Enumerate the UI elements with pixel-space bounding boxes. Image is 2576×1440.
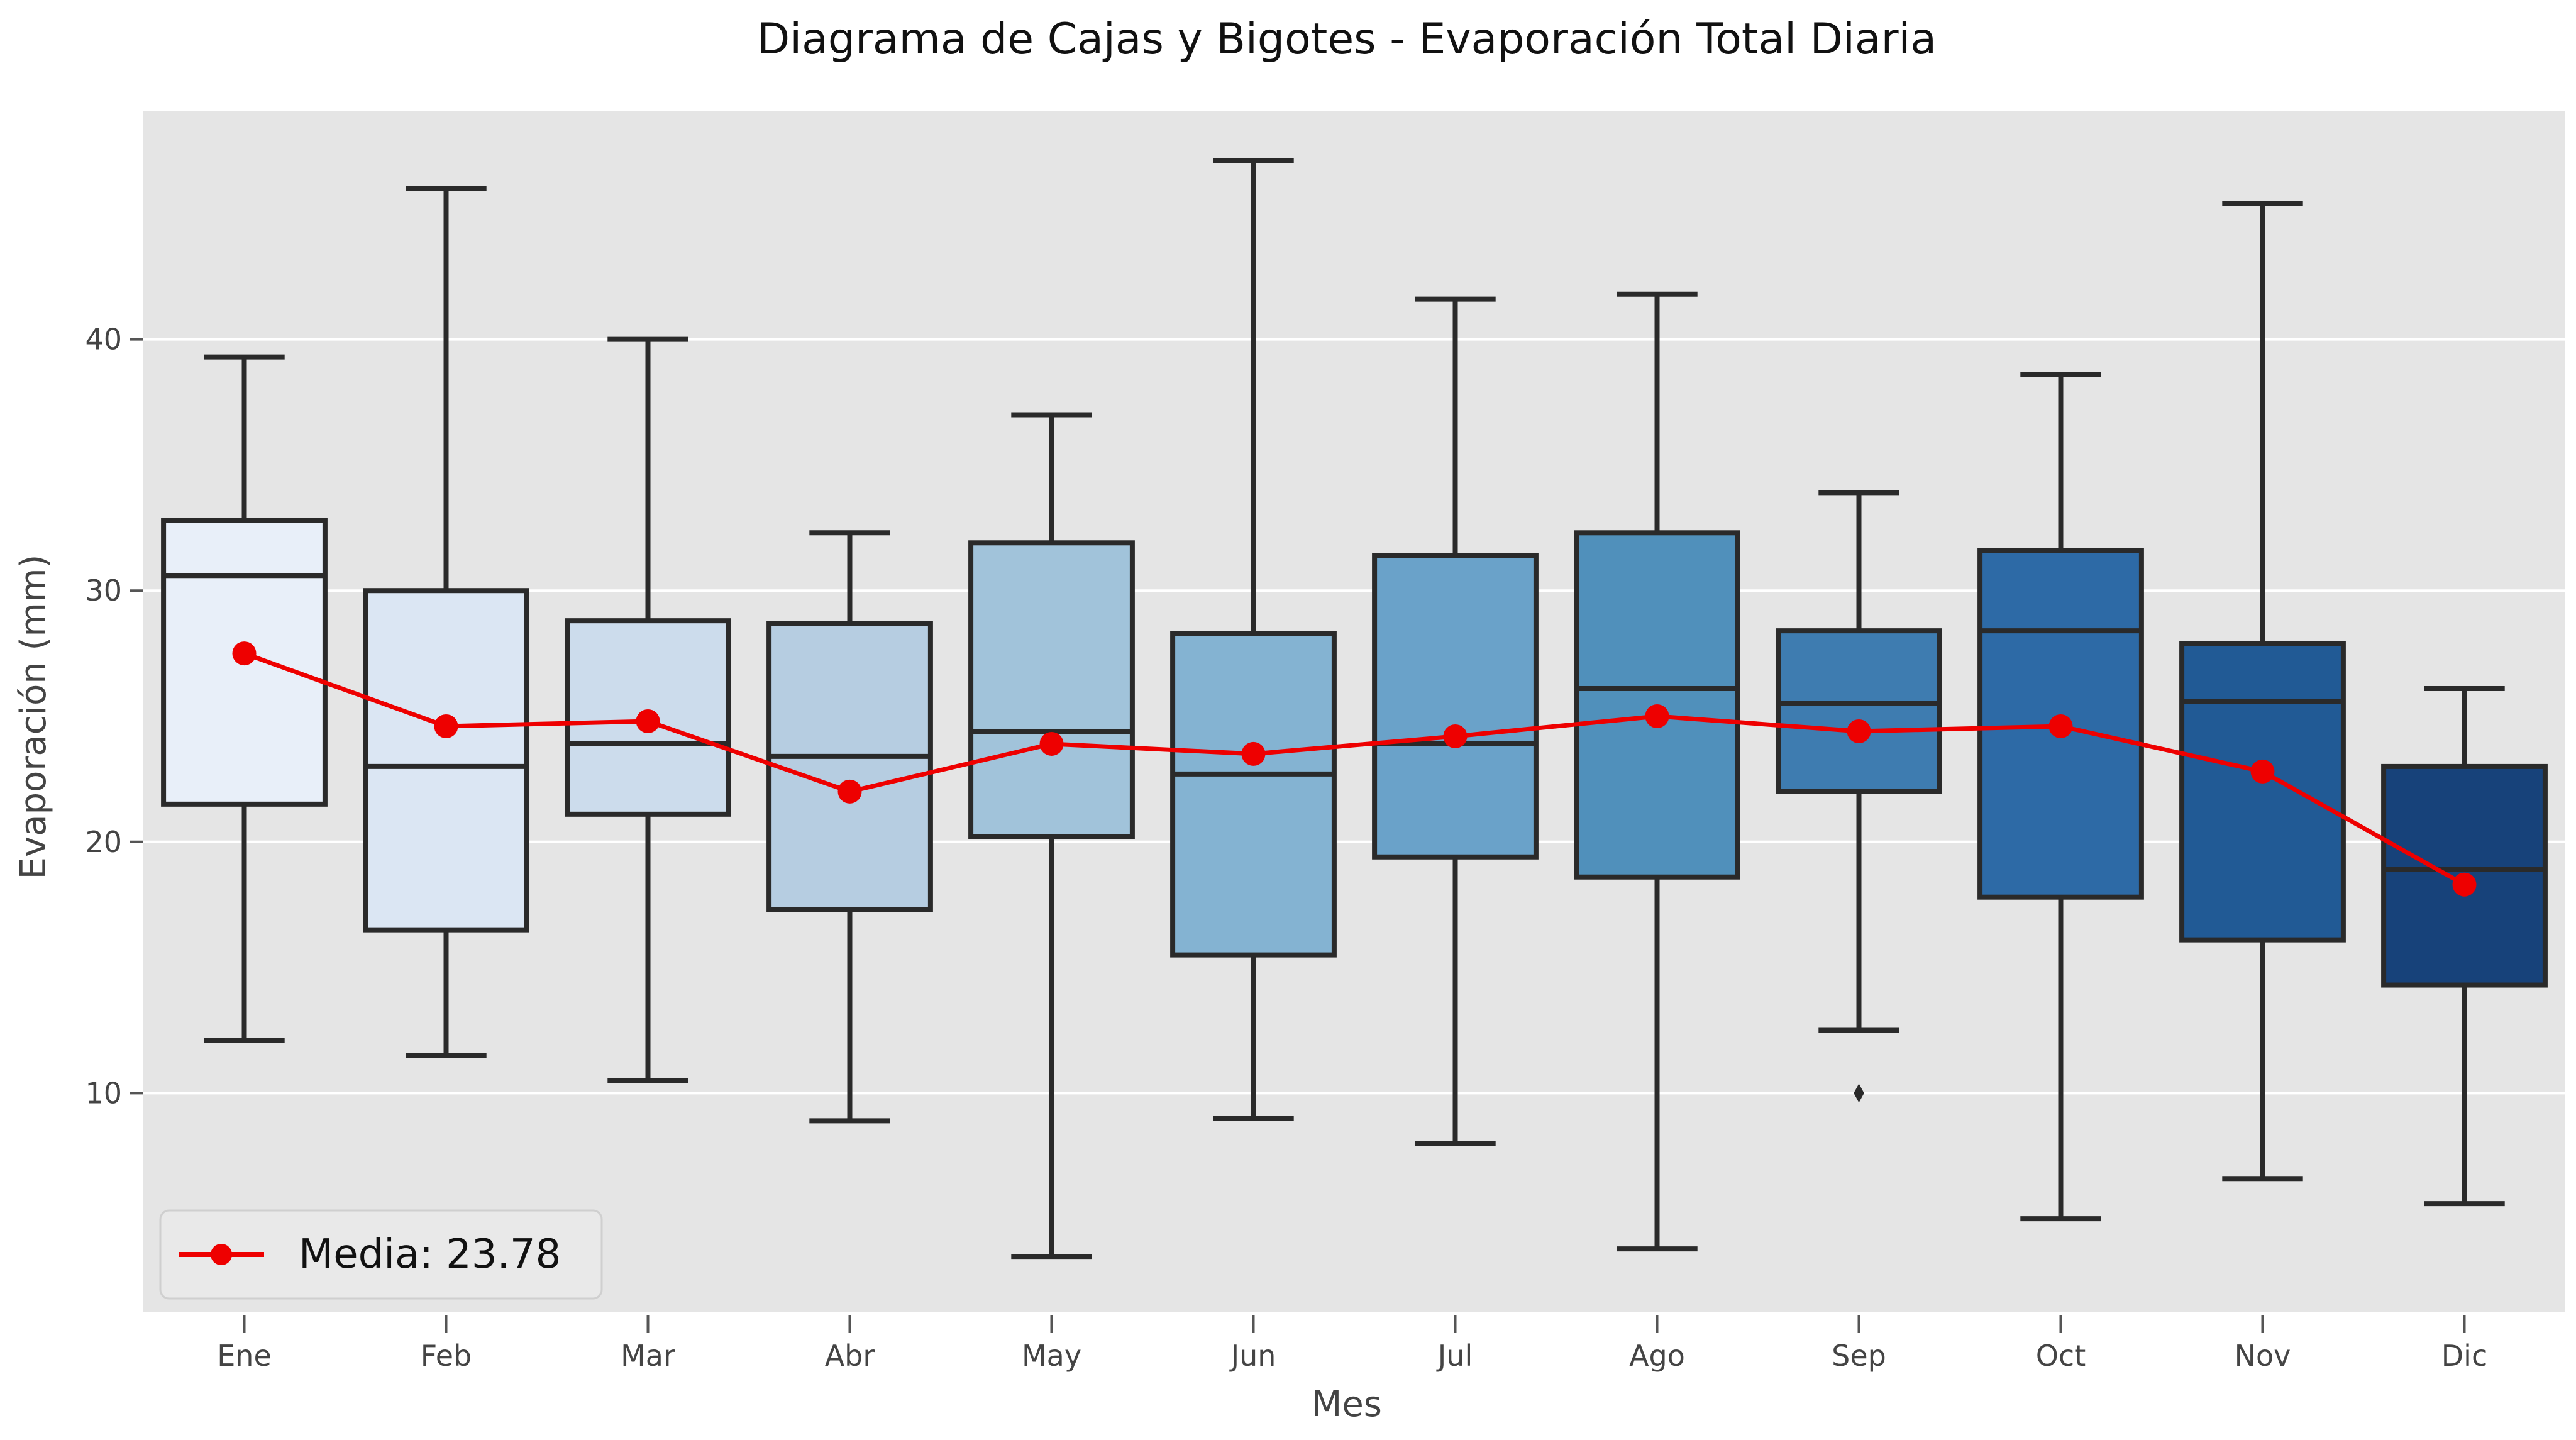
legend-label: Media: 23.78: [299, 1231, 561, 1278]
x-tick-label: Ago: [1629, 1339, 1685, 1373]
mean-point: [2452, 872, 2477, 897]
x-axis-label: Mes: [1312, 1384, 1382, 1425]
mean-line: [243, 651, 2466, 887]
box-sep: [1776, 490, 1942, 1103]
mean-point: [1443, 724, 1468, 748]
x-tick-label: Nov: [2235, 1339, 2291, 1373]
plot-background: [143, 111, 2565, 1312]
chart-title: Diagrama de Cajas y Bigotes - Evaporació…: [757, 14, 1937, 64]
y-tick-label: 20: [85, 825, 122, 859]
legend-mean-marker: [211, 1244, 232, 1265]
x-tick-label: Oct: [2036, 1339, 2086, 1373]
box-feb: [363, 186, 529, 1058]
box-iqr: [968, 540, 1135, 839]
legend-frame: [159, 1209, 603, 1300]
x-tick-label: Mar: [621, 1339, 675, 1373]
box-iqr: [1170, 631, 1337, 958]
box-jul: [1372, 296, 1539, 1146]
legend: Media: 23.78: [159, 1209, 603, 1300]
x-tick-label: Feb: [421, 1339, 472, 1373]
mean-point: [2250, 759, 2275, 784]
box-abr: [766, 530, 933, 1124]
x-tick-label: Ene: [217, 1339, 272, 1373]
box-jun: [1170, 158, 1337, 1121]
x-tick-label: May: [1022, 1339, 1081, 1373]
box-may: [968, 412, 1135, 1260]
box-iqr: [1372, 553, 1539, 860]
box-iqr: [2179, 641, 2346, 943]
x-tick-label: Dic: [2441, 1339, 2488, 1373]
x-tick-label: Abr: [825, 1339, 875, 1373]
mean-point: [1847, 719, 1871, 743]
mean-point: [434, 714, 458, 738]
outlier-point: [1854, 1083, 1864, 1103]
mean-point: [1645, 704, 1669, 728]
mean-point: [232, 641, 257, 666]
mean-point: [1241, 741, 1266, 766]
mean-point: [1039, 731, 1064, 756]
y-tick-label: 40: [85, 323, 122, 357]
plot-area: 10 20 30 40 Ene Feb Mar Abr May Jun Jul Ago Sep Oct No…: [85, 111, 2565, 1373]
mean-point: [837, 779, 862, 804]
box-nov: [2179, 201, 2346, 1182]
mean-point: [2048, 714, 2073, 738]
box-iqr: [363, 588, 529, 933]
x-tick-label: Sep: [1832, 1339, 1886, 1373]
box-iqr: [766, 621, 933, 912]
y-tick-label: 10: [85, 1076, 122, 1110]
box-iqr: [1776, 628, 1942, 794]
y-axis-label: Evaporación (mm): [13, 555, 54, 880]
x-tick-label: Jun: [1229, 1339, 1276, 1373]
y-tick-label: 30: [85, 573, 122, 607]
x-tick-label: Jul: [1436, 1339, 1473, 1373]
mean-point: [636, 709, 660, 733]
